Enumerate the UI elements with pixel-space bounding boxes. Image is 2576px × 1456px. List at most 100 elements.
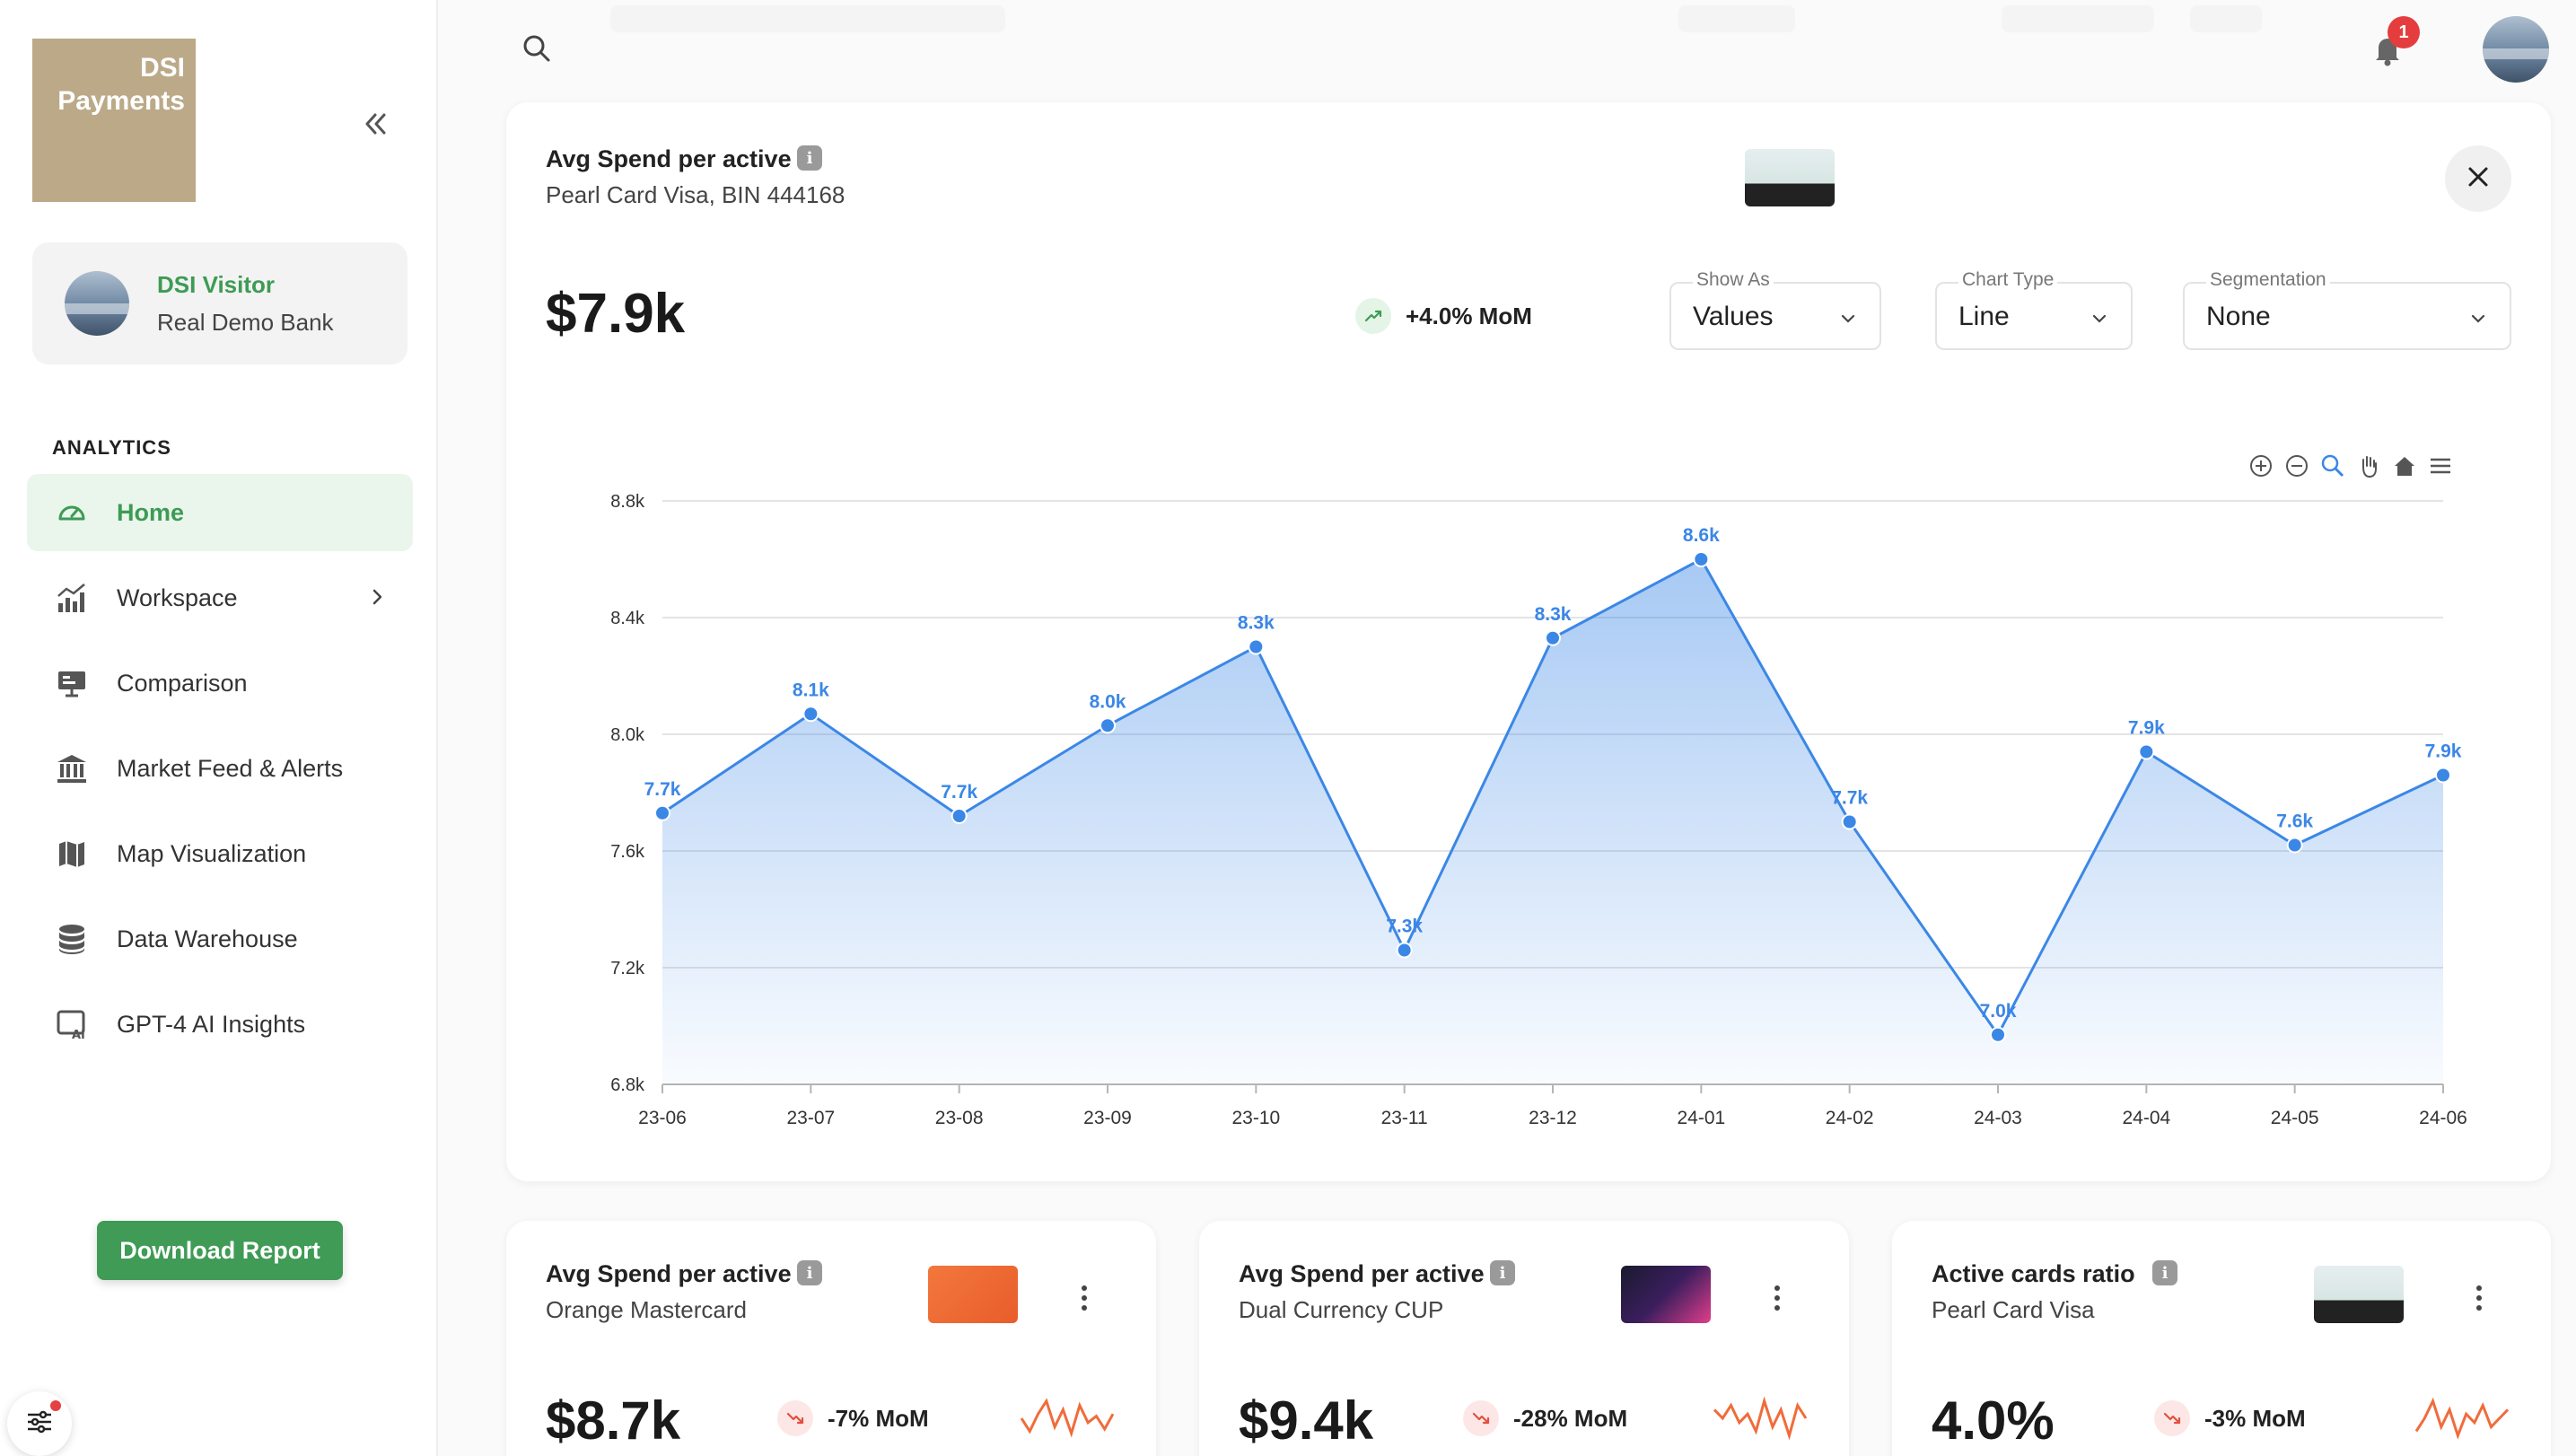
metric-card-orange[interactable]: Avg Spend per active i Orange Mastercard…: [506, 1221, 1156, 1456]
more-options-icon[interactable]: [2470, 1282, 2488, 1314]
menu-icon[interactable]: [2427, 452, 2454, 484]
x-tick-label: 24-04: [2122, 1108, 2170, 1128]
line-chart[interactable]: 6.8k 7.2k 7.6k 8.0k 8.4k 8.8k 23-06 23-07 23-08 2…: [506, 102, 2551, 1181]
data-label: 7.3k: [1386, 917, 1423, 937]
sidebar-item-map[interactable]: Map Visualization: [27, 815, 413, 892]
sidebar-item-workspace[interactable]: Workspace: [27, 559, 413, 636]
zoom-select-icon[interactable]: [2319, 452, 2346, 484]
trend-text: -28% MoM: [1513, 1404, 1628, 1432]
info-icon[interactable]: i: [2152, 1260, 2177, 1285]
sidebar-item-label: Workspace: [117, 583, 238, 611]
x-tick-label: 23-07: [786, 1108, 835, 1128]
data-point: [1545, 629, 1561, 646]
select-label: Show As: [1693, 269, 1774, 291]
data-point: [1693, 551, 1710, 567]
sparkline: [2414, 1397, 2510, 1440]
select-value: Line: [1958, 302, 2010, 331]
zoom-in-icon[interactable]: [2247, 452, 2274, 484]
metric-card-active-ratio[interactable]: Active cards ratio i Pearl Card Visa 4.0…: [1892, 1221, 2551, 1456]
ai-icon: AI: [52, 1004, 92, 1044]
more-options-icon[interactable]: [1768, 1282, 1786, 1314]
card-image: [1745, 149, 1835, 206]
metric-value: $7.9k: [546, 283, 686, 345]
brand-logo[interactable]: DSI Payments: [32, 39, 196, 202]
metric-card-dual-currency[interactable]: Avg Spend per active i Dual Currency CUP…: [1199, 1221, 1849, 1456]
data-label: 8.0k: [1090, 691, 1126, 712]
more-options-icon[interactable]: [1075, 1282, 1093, 1314]
data-label: 7.7k: [941, 782, 977, 803]
faded-topbar-item: [2002, 5, 2154, 32]
profile-avatar[interactable]: [2483, 16, 2549, 83]
data-label: 7.0k: [1980, 1001, 2017, 1022]
sidebar-item-label: Data Warehouse: [117, 925, 298, 952]
faded-topbar-item: [2190, 5, 2262, 32]
settings-fab[interactable]: [7, 1391, 72, 1456]
data-point: [1248, 638, 1265, 655]
data-label: 8.3k: [1238, 613, 1275, 634]
reset-home-icon[interactable]: [2391, 452, 2418, 484]
faded-topbar-item: [610, 5, 1005, 32]
close-button[interactable]: [2445, 145, 2511, 212]
trend-text: -7% MoM: [828, 1404, 929, 1432]
y-tick-label: 7.6k: [610, 842, 645, 862]
card-title: Avg Spend per active: [546, 145, 792, 172]
x-tick-label: 23-10: [1231, 1108, 1280, 1128]
info-icon[interactable]: i: [797, 145, 822, 171]
y-tick-label: 8.4k: [610, 609, 645, 628]
data-label: 7.7k: [644, 779, 681, 800]
trend-text: -3% MoM: [2204, 1404, 2306, 1432]
zoom-out-icon[interactable]: [2283, 452, 2310, 484]
main-chart-card: Avg Spend per active i Pearl Card Visa, …: [506, 102, 2551, 1181]
logo-line-1: DSI: [139, 53, 185, 83]
info-icon[interactable]: i: [1490, 1260, 1515, 1285]
x-tick-label: 24-06: [2419, 1108, 2467, 1128]
info-icon[interactable]: i: [797, 1260, 822, 1285]
card-subtitle: Orange Mastercard: [546, 1296, 747, 1323]
segmentation-select[interactable]: Segmentation None: [2183, 269, 2511, 350]
chevron-right-icon: [366, 586, 388, 612]
chart-type-select[interactable]: Chart Type Line: [1935, 269, 2133, 350]
select-label: Segmentation: [2206, 269, 2330, 291]
card-title: Avg Spend per active: [546, 1260, 792, 1287]
data-point: [1396, 942, 1413, 959]
bank-icon: [52, 749, 92, 788]
bar-chart-icon: [52, 578, 92, 618]
show-as-select[interactable]: Show As Values: [1669, 269, 1881, 350]
trend-down-icon: [1463, 1400, 1499, 1436]
sparkline: [1020, 1398, 1115, 1438]
trend-indicator: -28% MoM: [1463, 1400, 1627, 1436]
sidebar-item-data-warehouse[interactable]: Data Warehouse: [27, 900, 413, 978]
data-label: 8.6k: [1683, 525, 1720, 546]
trend-up-icon: [1355, 298, 1391, 334]
user-bank: Real Demo Bank: [157, 309, 334, 336]
card-title: Avg Spend per active: [1239, 1260, 1485, 1287]
sidebar-item-comparison[interactable]: Comparison: [27, 645, 413, 722]
collapse-sidebar-icon[interactable]: [357, 106, 393, 142]
download-report-button[interactable]: Download Report: [97, 1221, 343, 1280]
pan-hand-icon[interactable]: [2355, 452, 2382, 484]
presentation-icon: [52, 663, 92, 703]
data-label: 8.3k: [1535, 604, 1572, 625]
sidebar-item-home[interactable]: Home: [27, 474, 413, 551]
metric-value: $8.7k: [546, 1390, 681, 1451]
data-point: [802, 706, 819, 723]
sidebar-item-market-feed[interactable]: Market Feed & Alerts: [27, 730, 413, 807]
data-point: [654, 804, 670, 821]
chevron-down-icon: [1838, 309, 1858, 333]
notification-dot: [50, 1400, 61, 1411]
sidebar-item-label: GPT-4 AI Insights: [117, 1010, 306, 1038]
y-tick-label: 6.8k: [610, 1075, 645, 1095]
sidebar-item-gpt-insights[interactable]: AI GPT-4 AI Insights: [27, 986, 413, 1063]
search-icon[interactable]: [521, 32, 553, 65]
trend-indicator: +4.0% MoM: [1355, 298, 1532, 334]
sparkline-path: [1713, 1396, 1808, 1441]
trend-text: +4.0% MoM: [1406, 302, 1532, 329]
select-value: Values: [1693, 302, 1774, 331]
sparkline-path: [1020, 1398, 1115, 1438]
metric-value: $9.4k: [1239, 1390, 1374, 1451]
section-label-analytics: ANALYTICS: [52, 436, 171, 459]
select-label: Chart Type: [1958, 269, 2058, 291]
series-area: [662, 559, 2443, 1084]
notification-badge: 1: [2388, 16, 2420, 48]
user-card[interactable]: DSI Visitor Real Demo Bank: [32, 242, 407, 364]
